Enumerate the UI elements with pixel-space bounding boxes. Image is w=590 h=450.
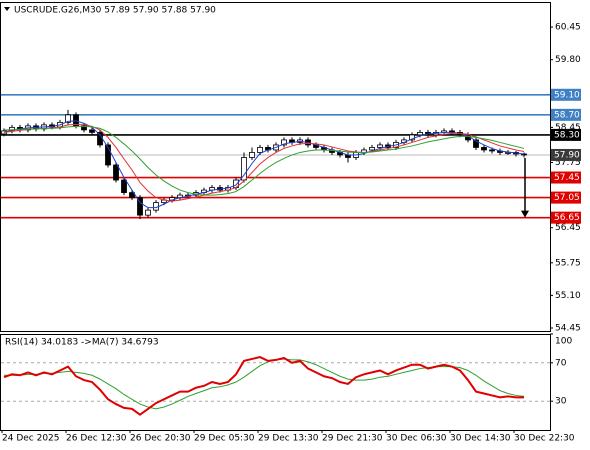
y-tick-label: 55.75 xyxy=(555,258,581,268)
y-tick-label: 54.45 xyxy=(555,323,581,333)
level-label-box xyxy=(551,128,581,141)
level-label: 58.70 xyxy=(554,110,580,120)
candle-body xyxy=(73,114,79,127)
candle-body xyxy=(65,114,71,123)
level-label: 56.65 xyxy=(554,213,580,223)
x-tick-label: 29 Dec 13:30 xyxy=(258,434,319,444)
candle-body xyxy=(113,164,119,181)
level-label-box xyxy=(551,211,581,224)
candle-body xyxy=(257,147,263,153)
level-label-box xyxy=(551,88,581,101)
candle-body xyxy=(105,144,111,166)
y-tick-label: 58.45 xyxy=(555,123,581,133)
level-label: 57.05 xyxy=(554,193,580,203)
level-label: 59.10 xyxy=(554,90,580,100)
rsi-line xyxy=(3,355,524,416)
rsi-tick-label: 30 xyxy=(555,397,567,407)
candle-body xyxy=(89,129,95,133)
x-tick-label: 30 Dec 06:30 xyxy=(386,434,447,444)
x-tick-label: 29 Dec 21:30 xyxy=(322,434,383,444)
candle-body xyxy=(481,147,487,151)
candle-body xyxy=(417,131,423,136)
x-tick-label: 30 Dec 22:30 xyxy=(514,434,575,444)
moving-average xyxy=(4,125,525,196)
rsi-title: RSI(14) 34.0183 ->MA(7) 34.6793 xyxy=(5,338,159,348)
x-tick-label: 29 Dec 05:30 xyxy=(194,434,255,444)
level-label-box xyxy=(551,108,581,121)
y-tick-label: 56.45 xyxy=(555,223,581,233)
candle-body xyxy=(137,197,143,216)
candle-body xyxy=(489,149,495,152)
y-tick-label: 60.45 xyxy=(555,23,581,33)
y-tick-label: 57.75 xyxy=(555,158,581,168)
candle-body xyxy=(129,192,135,198)
candle-body xyxy=(409,134,415,141)
x-tick-label: 24 Dec 2025 xyxy=(2,434,60,444)
candle-body xyxy=(281,139,287,146)
chart-title: USCRUDE.G26,M30 57.89 57.90 57.88 57.90 xyxy=(14,6,216,16)
level-label: 58.30 xyxy=(554,130,580,140)
arrow-head xyxy=(521,210,529,218)
x-tick-label: 26 Dec 12:30 xyxy=(66,434,127,444)
level-label-box xyxy=(551,171,581,184)
collapse-icon[interactable] xyxy=(4,7,10,11)
level-label: 57.45 xyxy=(554,173,580,183)
candle-body xyxy=(121,179,127,193)
y-tick-label: 59.80 xyxy=(555,55,581,65)
rsi-panel xyxy=(0,334,551,431)
y-tick-label: 55.10 xyxy=(555,291,581,301)
x-tick-label: 30 Dec 14:30 xyxy=(450,434,511,444)
candle-body xyxy=(81,125,87,131)
candle-body xyxy=(241,157,247,181)
x-tick-label: 26 Dec 20:30 xyxy=(130,434,191,444)
candle-body xyxy=(145,209,151,216)
level-label-box xyxy=(551,148,581,161)
candle-body xyxy=(249,152,255,158)
main-panel xyxy=(0,2,551,332)
candle-body xyxy=(473,139,479,148)
candle-body xyxy=(377,144,383,148)
candle-body xyxy=(369,147,375,151)
level-label: 57.90 xyxy=(554,150,580,160)
rsi-tick-label: 70 xyxy=(555,358,567,368)
level-label-box xyxy=(551,191,581,204)
rsi-tick-label: 100 xyxy=(555,337,572,347)
moving-average xyxy=(3,123,525,202)
